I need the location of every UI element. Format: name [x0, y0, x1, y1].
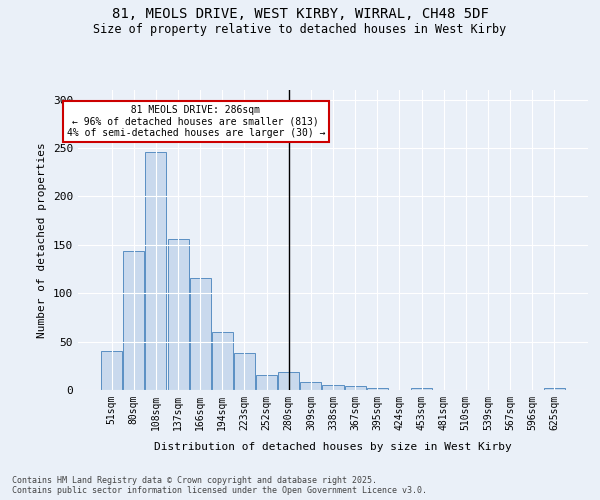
Text: Size of property relative to detached houses in West Kirby: Size of property relative to detached ho… — [94, 22, 506, 36]
Bar — [301, 382, 322, 390]
Text: 81, MEOLS DRIVE, WEST KIRBY, WIRRAL, CH48 5DF: 81, MEOLS DRIVE, WEST KIRBY, WIRRAL, CH4… — [112, 8, 488, 22]
Bar — [344, 386, 365, 390]
Bar — [212, 332, 233, 390]
Bar — [367, 388, 388, 390]
Bar — [544, 388, 565, 390]
Bar — [278, 372, 299, 390]
Bar — [145, 152, 166, 390]
Bar — [190, 278, 211, 390]
Text: Contains HM Land Registry data © Crown copyright and database right 2025.
Contai: Contains HM Land Registry data © Crown c… — [12, 476, 427, 495]
Bar — [234, 353, 255, 390]
Y-axis label: Number of detached properties: Number of detached properties — [37, 142, 47, 338]
Bar — [411, 388, 432, 390]
Bar — [256, 374, 277, 390]
Text: Distribution of detached houses by size in West Kirby: Distribution of detached houses by size … — [154, 442, 512, 452]
Text: 81 MEOLS DRIVE: 286sqm  
← 96% of detached houses are smaller (813)
4% of semi-d: 81 MEOLS DRIVE: 286sqm ← 96% of detached… — [67, 104, 325, 138]
Bar — [124, 250, 145, 390]
Bar — [101, 352, 122, 390]
Bar — [322, 385, 344, 390]
Bar — [167, 239, 188, 390]
